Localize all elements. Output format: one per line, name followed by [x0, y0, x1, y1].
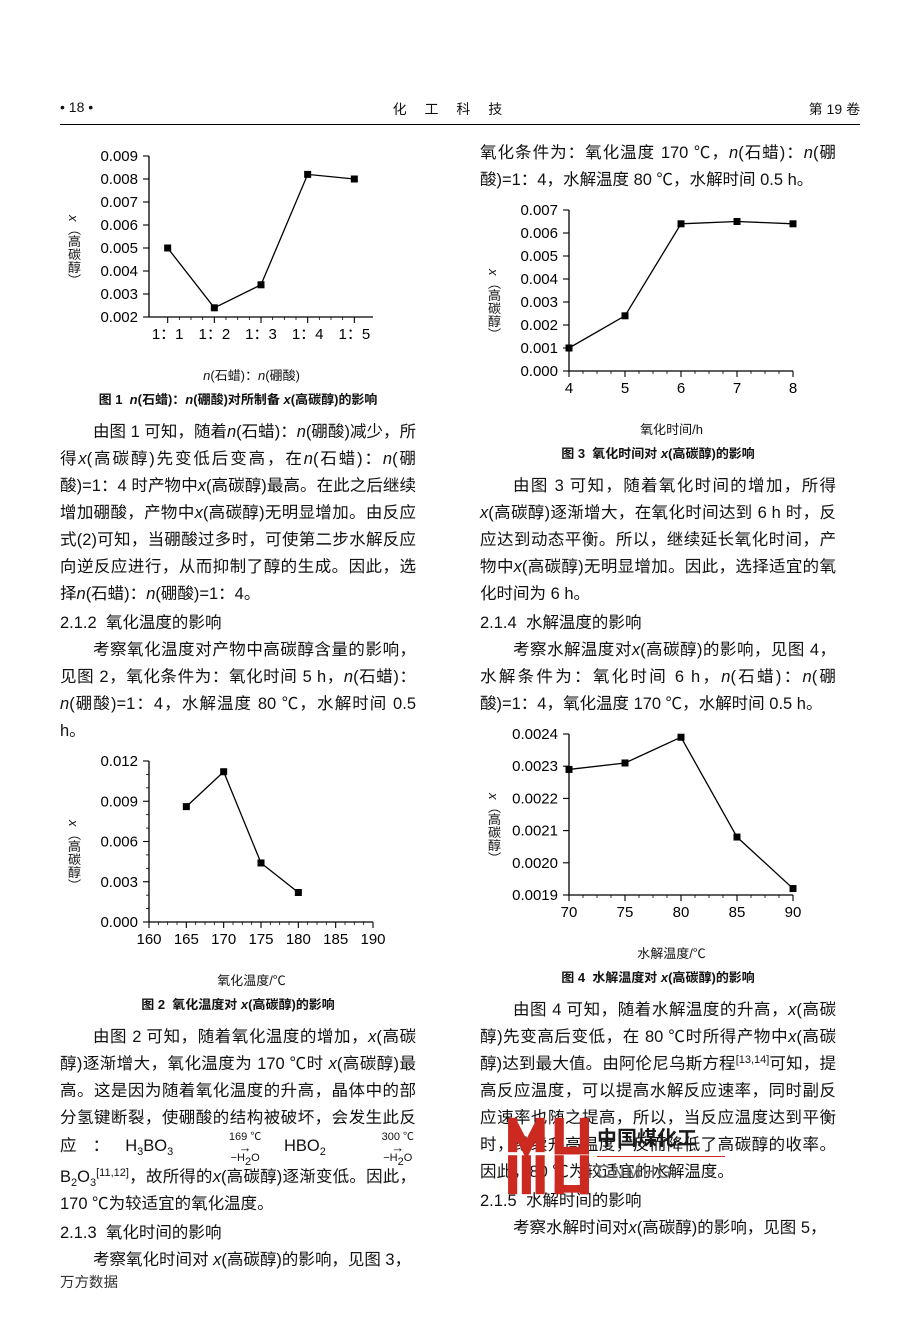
svg-text:0.0022: 0.0022 — [512, 790, 558, 807]
svg-text:5: 5 — [621, 380, 629, 397]
svg-text:190: 190 — [360, 931, 385, 948]
svg-text:160: 160 — [136, 931, 161, 948]
svg-text:0.0023: 0.0023 — [512, 758, 558, 775]
svg-text:0.004: 0.004 — [520, 271, 558, 288]
svg-text:0.0020: 0.0020 — [512, 855, 558, 872]
svg-text:0.008: 0.008 — [100, 171, 138, 188]
svg-text:0.006: 0.006 — [100, 834, 138, 851]
svg-text:0.007: 0.007 — [100, 194, 138, 211]
svg-text:175: 175 — [248, 931, 273, 948]
svg-text:1：2: 1：2 — [198, 326, 230, 343]
svg-text:1：1: 1：1 — [152, 326, 184, 343]
svg-text:0.002: 0.002 — [100, 309, 138, 326]
svg-text:75: 75 — [617, 904, 634, 921]
svg-text:1：5: 1：5 — [338, 326, 370, 343]
svg-text:0.005: 0.005 — [520, 248, 558, 265]
svg-text:0.007: 0.007 — [520, 202, 558, 219]
svg-text:0.0021: 0.0021 — [512, 823, 558, 840]
svg-text:90: 90 — [785, 904, 802, 921]
svg-text:0.000: 0.000 — [520, 363, 558, 380]
svg-text:185: 185 — [323, 931, 348, 948]
svg-text:0.004: 0.004 — [100, 263, 138, 280]
svg-text:80: 80 — [673, 904, 690, 921]
svg-text:70: 70 — [561, 904, 578, 921]
svg-text:0.009: 0.009 — [100, 793, 138, 810]
svg-text:0.001: 0.001 — [520, 340, 558, 357]
svg-text:0.003: 0.003 — [100, 286, 138, 303]
svg-text:170: 170 — [211, 931, 236, 948]
svg-text:0.006: 0.006 — [100, 217, 138, 234]
svg-text:0.0024: 0.0024 — [512, 726, 558, 743]
svg-text:0.009: 0.009 — [100, 148, 138, 165]
svg-text:0.0019: 0.0019 — [512, 887, 558, 904]
svg-text:0.005: 0.005 — [100, 240, 138, 257]
svg-text:1：3: 1：3 — [245, 326, 277, 343]
svg-text:85: 85 — [729, 904, 746, 921]
svg-text:0.003: 0.003 — [520, 294, 558, 311]
svg-text:4: 4 — [565, 380, 573, 397]
svg-text:1：4: 1：4 — [292, 326, 324, 343]
svg-text:165: 165 — [174, 931, 199, 948]
svg-text:0.006: 0.006 — [520, 225, 558, 242]
svg-text:0.002: 0.002 — [520, 317, 558, 334]
svg-text:180: 180 — [286, 931, 311, 948]
svg-text:6: 6 — [677, 380, 685, 397]
svg-text:0.012: 0.012 — [100, 753, 138, 770]
svg-text:0.003: 0.003 — [100, 874, 138, 891]
svg-text:7: 7 — [733, 380, 741, 397]
svg-text:0.000: 0.000 — [100, 914, 138, 931]
svg-text:8: 8 — [789, 380, 797, 397]
